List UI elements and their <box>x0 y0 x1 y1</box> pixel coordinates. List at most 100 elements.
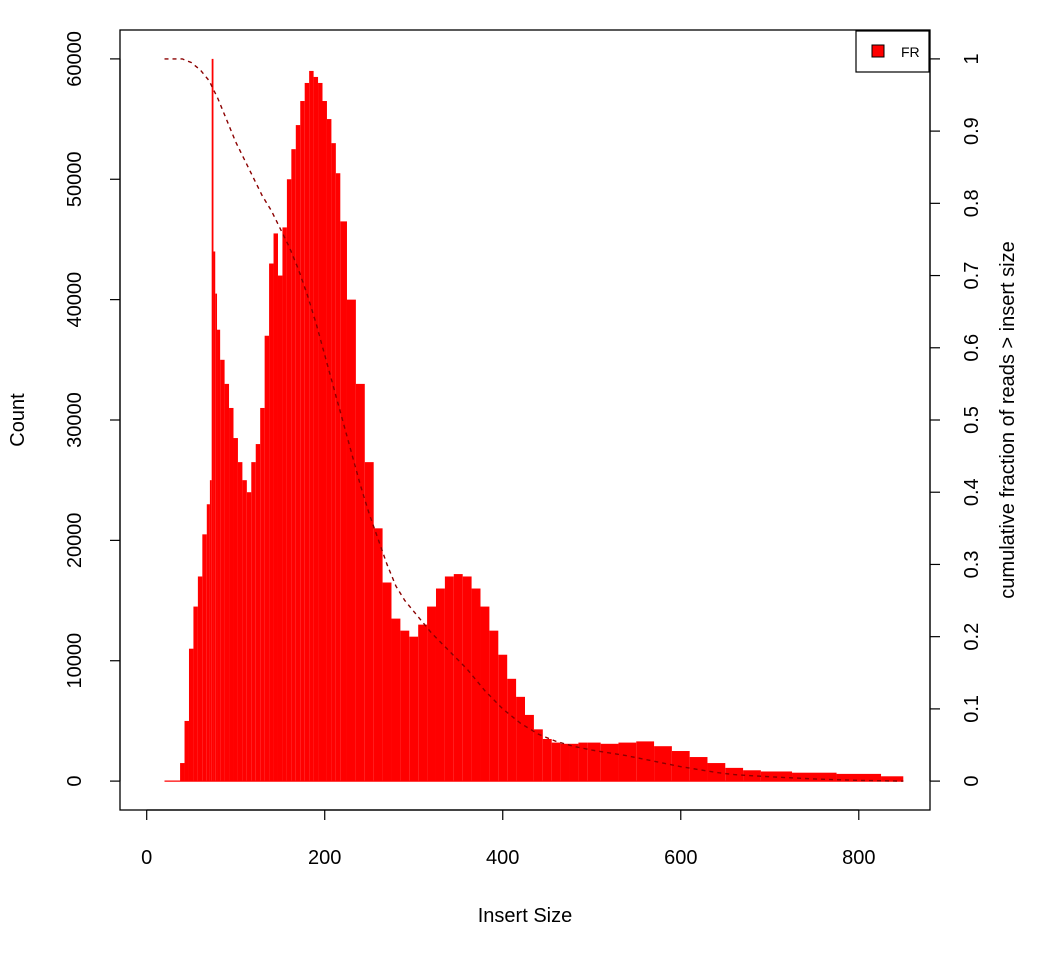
histogram-bar <box>707 763 726 782</box>
y2-tick-label: 0.4 <box>961 478 983 506</box>
histogram-bar <box>427 606 436 782</box>
y2-tick-label: 0 <box>961 776 983 787</box>
x-tick-label: 400 <box>486 847 519 869</box>
histogram-bar <box>364 462 374 782</box>
histogram-bar <box>418 624 428 782</box>
histogram-bar <box>689 757 708 782</box>
histogram-bar <box>525 714 534 782</box>
y2-tick-label: 0.8 <box>961 189 983 217</box>
histogram-bar <box>636 741 655 782</box>
legend: FR <box>855 30 930 73</box>
histogram-bar <box>551 742 561 782</box>
y-axis-cumulative: 0 0.1 0.2 0.3 0.4 0.5 0.6 0.7 0.8 0.9 1 <box>929 53 983 787</box>
histogram-bar <box>453 574 463 782</box>
histogram-bar <box>507 678 517 782</box>
cumulative-fraction-line <box>164 58 904 782</box>
histogram-bar <box>213 251 216 782</box>
y2-axis-title: cumulative fraction of reads > insert si… <box>997 241 1019 598</box>
histogram-bar <box>188 648 194 782</box>
histogram-bar <box>217 329 221 782</box>
y-tick-label: 40000 <box>64 272 86 328</box>
histogram-bar <box>246 492 252 782</box>
histogram-bar <box>318 82 323 782</box>
histogram-bar <box>322 101 327 782</box>
histogram-bar <box>291 149 296 782</box>
histogram-bar <box>792 772 837 782</box>
y-tick-label: 20000 <box>64 513 86 569</box>
histogram-bar <box>480 606 490 782</box>
legend-swatch-fr <box>871 44 885 58</box>
histogram-bar <box>498 654 508 782</box>
histogram-bars <box>164 58 904 782</box>
histogram-bar <box>251 462 256 782</box>
histogram-bar <box>180 763 185 782</box>
histogram-bar <box>209 480 212 782</box>
histogram-bar <box>542 738 552 782</box>
histogram-bar <box>229 407 234 782</box>
histogram-bar <box>264 335 270 782</box>
histogram-bar <box>346 299 356 782</box>
y2-tick-label: 0.2 <box>961 623 983 651</box>
histogram-bar <box>202 534 207 782</box>
y-tick-label: 50000 <box>64 151 86 207</box>
histogram-bar <box>382 582 392 782</box>
histogram-bar <box>237 462 243 782</box>
histogram-bar <box>409 636 419 782</box>
histogram-bar <box>600 743 619 782</box>
x-tick-label: 0 <box>141 847 152 869</box>
histogram-bar <box>269 263 274 782</box>
histogram-bar <box>335 173 341 782</box>
histogram-bar <box>462 576 472 782</box>
y-tick-label: 30000 <box>64 392 86 448</box>
histogram-bar <box>400 630 410 782</box>
histogram-bar <box>309 70 314 782</box>
histogram-bar <box>373 528 383 782</box>
histogram-bar <box>355 383 365 782</box>
histogram-bar <box>300 101 305 782</box>
histogram-bar <box>304 82 310 782</box>
x-axis-title: Insert Size <box>478 905 572 927</box>
histogram-bar <box>273 233 278 782</box>
y-axis-title: Count <box>7 393 29 447</box>
histogram-bar <box>391 618 401 782</box>
y2-tick-label: 0.6 <box>961 334 983 362</box>
histogram-bar <box>286 179 292 782</box>
x-axis: 0 200 400 600 800 <box>141 809 875 869</box>
histogram-bar <box>569 743 579 782</box>
y2-tick-label: 0.7 <box>961 262 983 290</box>
y2-tick-label: 0.9 <box>961 117 983 145</box>
histogram-bar <box>295 125 301 782</box>
histogram-bar <box>215 293 218 782</box>
x-tick-label: 800 <box>842 847 875 869</box>
histogram-bar <box>193 606 198 782</box>
histogram-bar <box>326 119 332 782</box>
histogram-bar <box>255 444 261 782</box>
y-tick-label: 0 <box>64 776 86 787</box>
histogram-bar <box>340 221 347 782</box>
histogram-bar <box>435 588 445 782</box>
histogram-bar <box>560 743 570 782</box>
y2-tick-label: 1 <box>961 53 983 64</box>
histogram-bar <box>211 58 214 782</box>
y-tick-label: 60000 <box>64 31 86 87</box>
histogram-bar <box>578 742 588 782</box>
y2-tick-label: 0.1 <box>961 695 983 723</box>
histogram-bar <box>444 576 454 782</box>
histogram-bar <box>184 720 189 782</box>
legend-label-fr: FR <box>901 44 920 60</box>
histogram-bar <box>282 227 287 782</box>
histogram-bar <box>587 742 601 782</box>
histogram-bar <box>224 383 230 782</box>
y2-tick-label: 0.3 <box>961 551 983 579</box>
histogram-bar <box>242 480 247 782</box>
y-axis-count: 0 10000 20000 30000 40000 50000 60000 <box>64 31 121 787</box>
legend-box <box>855 30 930 73</box>
histogram-bar <box>260 407 265 782</box>
histogram-bar <box>489 630 499 782</box>
x-tick-label: 600 <box>664 847 697 869</box>
histogram-bar <box>206 504 210 782</box>
histogram-bar <box>471 588 481 782</box>
histogram-bar <box>618 742 637 782</box>
histogram-bar <box>516 696 525 782</box>
